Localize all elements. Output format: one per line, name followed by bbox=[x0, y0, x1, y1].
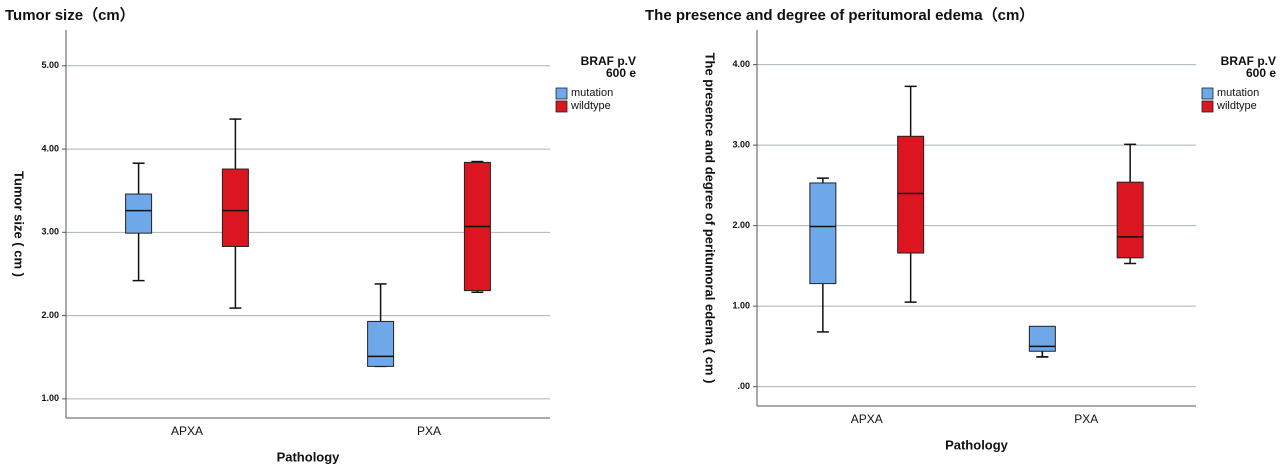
legend-label: wildtype bbox=[570, 100, 611, 112]
legend-title: BRAF p.V bbox=[581, 54, 636, 68]
legend-swatch bbox=[555, 87, 568, 100]
legend-label: wildtype bbox=[1216, 100, 1257, 112]
box bbox=[221, 168, 249, 247]
x-tick-label: PXA bbox=[1074, 412, 1098, 426]
y-tick-label: 4.00 bbox=[41, 143, 59, 153]
box bbox=[125, 193, 153, 234]
box bbox=[367, 320, 395, 367]
y-tick-label: .00 bbox=[737, 381, 750, 391]
y-tick-label: 1.00 bbox=[732, 301, 750, 311]
y-axis-label: Tumor size ( cm ) bbox=[12, 171, 27, 277]
x-tick-label: APXA bbox=[851, 412, 883, 426]
legend-swatch bbox=[1201, 87, 1214, 100]
x-axis-label: Pathology bbox=[945, 437, 1009, 452]
legend-title: 600 e bbox=[606, 66, 636, 80]
legend-title: 600 e bbox=[1246, 66, 1276, 80]
legend-label: mutation bbox=[571, 87, 613, 99]
y-tick-label: 1.00 bbox=[41, 393, 59, 403]
chart-title: The presence and degree of peritumoral e… bbox=[645, 6, 1034, 24]
x-tick-label: APXA bbox=[171, 424, 203, 438]
y-tick-label: 4.00 bbox=[732, 59, 750, 69]
box bbox=[1116, 181, 1144, 259]
legend-title: BRAF p.V bbox=[1221, 54, 1276, 68]
box bbox=[897, 135, 925, 254]
x-axis-label: Pathology bbox=[277, 449, 341, 464]
y-tick-label: 5.00 bbox=[41, 60, 59, 70]
y-tick-label: 3.00 bbox=[732, 140, 750, 150]
y-tick-label: 2.00 bbox=[41, 310, 59, 320]
legend-swatch bbox=[555, 100, 568, 113]
box bbox=[1028, 325, 1056, 352]
legend-label: mutation bbox=[1217, 87, 1259, 99]
chart-title: Tumor size（cm） bbox=[5, 6, 135, 24]
box bbox=[809, 182, 837, 285]
legend-swatch bbox=[1201, 100, 1214, 113]
y-tick-label: 2.00 bbox=[732, 220, 750, 230]
x-tick-label: PXA bbox=[417, 424, 441, 438]
y-tick-label: 3.00 bbox=[41, 227, 59, 237]
y-axis-label: The presence and degree of peritumoral e… bbox=[703, 53, 718, 384]
